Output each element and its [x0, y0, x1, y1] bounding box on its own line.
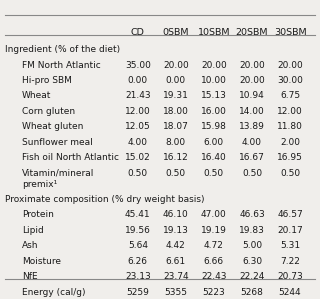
Text: Fish oil North Atlantic: Fish oil North Atlantic: [22, 153, 119, 162]
Text: 30.00: 30.00: [277, 76, 303, 85]
Text: 15.02: 15.02: [125, 153, 151, 162]
Text: 16.12: 16.12: [163, 153, 189, 162]
Text: 6.75: 6.75: [280, 91, 300, 100]
Text: 0.50: 0.50: [204, 169, 224, 178]
Text: Protein: Protein: [22, 210, 54, 219]
Text: 20.73: 20.73: [277, 272, 303, 281]
Text: 19.56: 19.56: [125, 226, 151, 235]
Text: 16.95: 16.95: [277, 153, 303, 162]
Text: Ingredient (% of the diet): Ingredient (% of the diet): [4, 45, 120, 54]
Text: Lipid: Lipid: [22, 226, 44, 235]
Text: 20.00: 20.00: [239, 76, 265, 85]
Text: 20.17: 20.17: [277, 226, 303, 235]
Text: CD: CD: [131, 28, 145, 36]
Text: Wheat: Wheat: [22, 91, 52, 100]
Text: 19.31: 19.31: [163, 91, 189, 100]
Text: Corn gluten: Corn gluten: [22, 107, 75, 116]
Text: 0.00: 0.00: [128, 76, 148, 85]
Text: 4.00: 4.00: [242, 138, 262, 147]
Text: 19.19: 19.19: [201, 226, 227, 235]
Text: 20.00: 20.00: [239, 60, 265, 70]
Text: 10SBM: 10SBM: [198, 28, 230, 36]
Text: Energy (cal/g): Energy (cal/g): [22, 288, 85, 297]
Text: 0.50: 0.50: [242, 169, 262, 178]
Text: Ash: Ash: [22, 241, 38, 250]
Text: 4.42: 4.42: [166, 241, 186, 250]
Text: 30SBM: 30SBM: [274, 28, 306, 36]
Text: 5268: 5268: [241, 288, 263, 297]
Text: 45.41: 45.41: [125, 210, 151, 219]
Text: Sunflower meal: Sunflower meal: [22, 138, 93, 147]
Text: 15.98: 15.98: [201, 122, 227, 131]
Text: 16.67: 16.67: [239, 153, 265, 162]
Text: 5259: 5259: [126, 288, 149, 297]
Text: 0.50: 0.50: [280, 169, 300, 178]
Text: 22.24: 22.24: [239, 272, 265, 281]
Text: Wheat gluten: Wheat gluten: [22, 122, 84, 131]
Text: 5.00: 5.00: [242, 241, 262, 250]
Text: 0.00: 0.00: [166, 76, 186, 85]
Text: 16.40: 16.40: [201, 153, 227, 162]
Text: 10.00: 10.00: [201, 76, 227, 85]
Text: 16.00: 16.00: [201, 107, 227, 116]
Text: 0SBM: 0SBM: [163, 28, 189, 36]
Text: Hi-pro SBM: Hi-pro SBM: [22, 76, 72, 85]
Text: 23.13: 23.13: [125, 272, 151, 281]
Text: 5.64: 5.64: [128, 241, 148, 250]
Text: 20.00: 20.00: [163, 60, 189, 70]
Text: 7.22: 7.22: [280, 257, 300, 266]
Text: 12.00: 12.00: [277, 107, 303, 116]
Text: 6.26: 6.26: [128, 257, 148, 266]
Text: 47.00: 47.00: [201, 210, 227, 219]
Text: 10.94: 10.94: [239, 91, 265, 100]
Text: 20.00: 20.00: [201, 60, 227, 70]
Text: 18.00: 18.00: [163, 107, 189, 116]
Text: 46.57: 46.57: [277, 210, 303, 219]
Text: FM North Atlantic: FM North Atlantic: [22, 60, 101, 70]
Text: 6.00: 6.00: [204, 138, 224, 147]
Text: 46.63: 46.63: [239, 210, 265, 219]
Text: 15.13: 15.13: [201, 91, 227, 100]
Text: 21.43: 21.43: [125, 91, 151, 100]
Text: 20.00: 20.00: [277, 60, 303, 70]
Text: 19.13: 19.13: [163, 226, 189, 235]
Text: 23.74: 23.74: [163, 272, 189, 281]
Text: 11.80: 11.80: [277, 122, 303, 131]
Text: Moisture: Moisture: [22, 257, 61, 266]
Text: 0.50: 0.50: [166, 169, 186, 178]
Text: NfE: NfE: [22, 272, 38, 281]
Text: 12.00: 12.00: [125, 107, 151, 116]
Text: 6.66: 6.66: [204, 257, 224, 266]
Text: 46.10: 46.10: [163, 210, 189, 219]
Text: 6.61: 6.61: [166, 257, 186, 266]
Text: 19.83: 19.83: [239, 226, 265, 235]
Text: Proximate composition (% dry weight basis): Proximate composition (% dry weight basi…: [4, 195, 204, 204]
Text: 2.00: 2.00: [280, 138, 300, 147]
Text: 0.50: 0.50: [128, 169, 148, 178]
Text: 20SBM: 20SBM: [236, 28, 268, 36]
Text: 5.31: 5.31: [280, 241, 300, 250]
Text: 18.07: 18.07: [163, 122, 189, 131]
Text: 5223: 5223: [203, 288, 225, 297]
Text: 8.00: 8.00: [166, 138, 186, 147]
Text: 4.72: 4.72: [204, 241, 224, 250]
Text: 4.00: 4.00: [128, 138, 148, 147]
Text: 6.30: 6.30: [242, 257, 262, 266]
Text: 13.89: 13.89: [239, 122, 265, 131]
Text: 22.43: 22.43: [201, 272, 227, 281]
Text: 5355: 5355: [164, 288, 188, 297]
Text: 14.00: 14.00: [239, 107, 265, 116]
Text: 12.05: 12.05: [125, 122, 151, 131]
Text: 5244: 5244: [279, 288, 301, 297]
Text: Vitamin/mineral
premix¹: Vitamin/mineral premix¹: [22, 169, 94, 189]
Text: 35.00: 35.00: [125, 60, 151, 70]
